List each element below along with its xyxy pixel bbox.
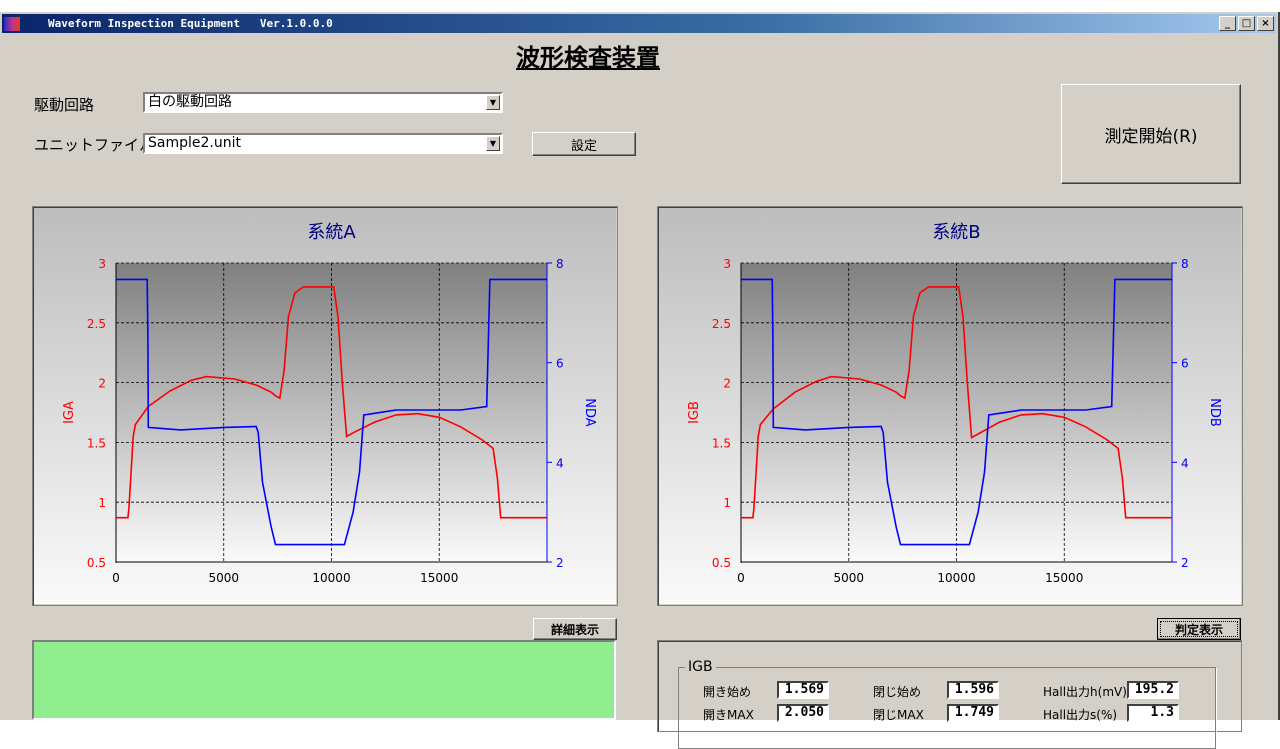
- close-start-value: 1.596: [947, 681, 999, 699]
- y2-tick-label: 4: [1181, 456, 1189, 470]
- y2-tick-label: 8: [1181, 257, 1189, 271]
- y-tick-label: 1: [98, 496, 106, 510]
- chart-panel-a: 系統A 0 5000 10000 15000 0.5 1 1.5 2 2.5 3 2 4 6 8 IGA NDA: [32, 206, 618, 606]
- x-tick-label: 10000: [937, 571, 975, 585]
- y2-tick-label: 6: [556, 357, 564, 371]
- series-line-iga: [116, 286, 547, 519]
- chevron-down-icon[interactable]: ▼: [486, 136, 500, 151]
- maximize-button[interactable]: □: [1238, 16, 1255, 31]
- y-tick-label: 2.5: [712, 317, 731, 331]
- hall-output-s-value: 1.3: [1127, 704, 1179, 722]
- y2-tick-label: 4: [556, 456, 564, 470]
- drive-circuit-value: 白の駆動回路: [148, 94, 232, 110]
- y-tick-label: 2: [98, 377, 106, 391]
- y-tick-label: 3: [723, 257, 731, 271]
- unit-file-label: ユニットファイル: [34, 136, 155, 154]
- chart-b: 系統B 0 5000 10000 15000 0.5 1 1.5 2 2.5 3 2 4 6 8 IGB NDB: [659, 208, 1241, 604]
- chart-title: 系統A: [307, 222, 356, 243]
- y-tick-label: 1.5: [712, 436, 731, 450]
- x-tick-label: 15000: [420, 571, 458, 585]
- chart-panel-b: 系統B 0 5000 10000 15000 0.5 1 1.5 2 2.5 3 2 4 6 8 IGB NDB: [657, 206, 1243, 606]
- y-tick-label: 1.5: [87, 436, 106, 450]
- window-title: Waveform Inspection Equipment Ver.1.0.0.…: [48, 17, 333, 30]
- y-tick-label: 1: [723, 496, 731, 510]
- y-tick-label: 0.5: [712, 556, 731, 570]
- y-tick-label: 2: [723, 377, 731, 391]
- y-axis-label: IGB: [687, 401, 702, 424]
- y-tick-label: 2.5: [87, 317, 106, 331]
- close-max-value: 1.749: [947, 704, 999, 722]
- chart-a: 系統A 0 5000 10000 15000 0.5 1 1.5 2 2.5 3 2 4 6 8 IGA NDA: [34, 208, 616, 604]
- x-tick-label: 10000: [312, 571, 350, 585]
- y-tick-label: 0.5: [87, 556, 106, 570]
- y2-tick-label: 8: [556, 257, 564, 271]
- judge-panel: IGB 開き始め 1.569 閉じ始め 1.596 Hall出力h(mV) 19…: [657, 640, 1242, 749]
- minimize-button[interactable]: _: [1219, 16, 1236, 31]
- page-title: 波形検査装置: [516, 44, 660, 72]
- open-start-value: 1.569: [777, 681, 829, 699]
- x-tick-label: 0: [112, 571, 120, 585]
- igb-group: IGB 開き始め 1.569 閉じ始め 1.596 Hall出力h(mV) 19…: [678, 659, 1216, 749]
- field-label: 閉じ始め: [873, 685, 922, 699]
- open-max-value: 2.050: [777, 704, 829, 722]
- field-label: Hall出力s(%): [1043, 708, 1118, 722]
- plot-area: [116, 263, 547, 562]
- chart-title: 系統B: [932, 222, 980, 243]
- title-bar: Waveform Inspection Equipment Ver.1.0.0.…: [2, 14, 1276, 33]
- detail-view-button[interactable]: 詳細表示: [533, 618, 617, 640]
- y2-axis-label: NDA: [582, 398, 597, 427]
- series-line-nda: [116, 278, 547, 546]
- group-title: IGB: [685, 659, 716, 675]
- chevron-down-icon[interactable]: ▼: [486, 95, 500, 110]
- y-tick-label: 3: [98, 257, 106, 271]
- field-label: 開き始め: [703, 685, 752, 699]
- field-label: Hall出力h(mV): [1043, 685, 1127, 699]
- settings-button[interactable]: 設定: [532, 132, 636, 156]
- result-indicator: [32, 640, 616, 720]
- field-label: 開きMAX: [703, 708, 754, 722]
- y2-tick-label: 6: [1181, 357, 1189, 371]
- app-icon: [4, 16, 20, 31]
- start-measurement-button[interactable]: 測定開始(R): [1061, 84, 1241, 184]
- x-tick-label: 15000: [1045, 571, 1083, 585]
- x-tick-label: 5000: [208, 571, 239, 585]
- plot-area: [741, 263, 1172, 562]
- drive-circuit-label: 駆動回路: [34, 96, 95, 114]
- close-button[interactable]: ×: [1257, 16, 1274, 31]
- series-line-igb: [741, 286, 1172, 519]
- x-tick-label: 0: [737, 571, 745, 585]
- y2-tick-label: 2: [1181, 556, 1189, 570]
- y2-axis-label: NDB: [1207, 398, 1222, 427]
- judge-view-button[interactable]: 判定表示: [1157, 618, 1241, 640]
- unit-file-select[interactable]: Sample2.unit ▼: [143, 133, 503, 154]
- hall-output-h-value: 195.2: [1127, 681, 1179, 699]
- x-tick-label: 5000: [833, 571, 864, 585]
- y2-tick-label: 2: [556, 556, 564, 570]
- unit-file-value: Sample2.unit: [148, 135, 241, 151]
- series-line-ndb: [741, 278, 1172, 546]
- drive-circuit-select[interactable]: 白の駆動回路 ▼: [143, 92, 503, 113]
- field-label: 閉じMAX: [873, 708, 924, 722]
- y-axis-label: IGA: [62, 401, 77, 424]
